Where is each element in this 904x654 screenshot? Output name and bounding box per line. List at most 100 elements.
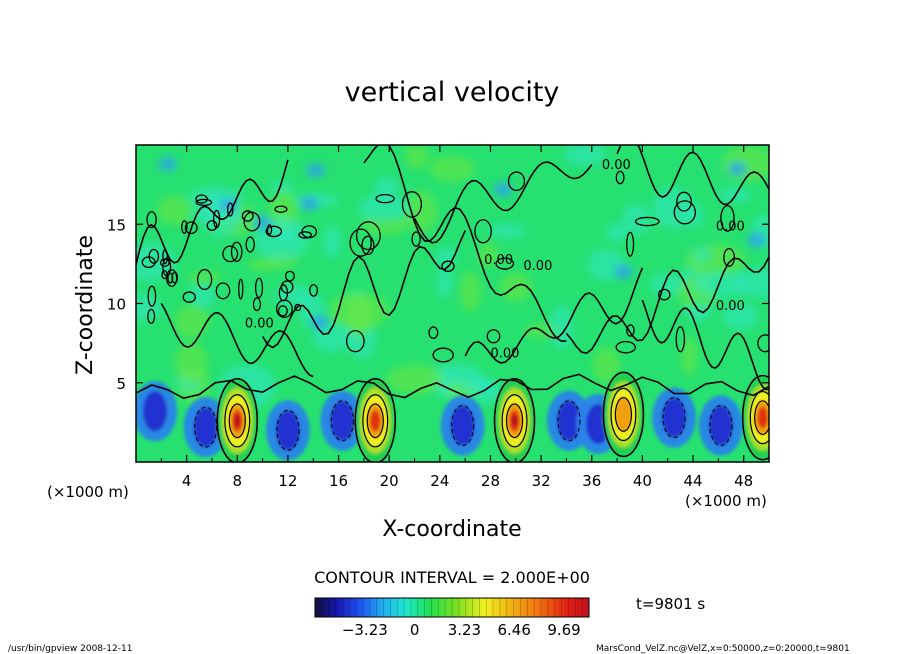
small-contour [182, 291, 196, 303]
small-contour [195, 198, 213, 207]
downdraft-core [330, 400, 355, 441]
zero-contour [616, 145, 769, 206]
downdraft-cell [747, 233, 766, 248]
updraft-band [511, 414, 518, 427]
small-contour [657, 288, 671, 301]
field-patch [488, 223, 527, 239]
time-label: t=9801 s [636, 595, 705, 613]
field-patch [649, 274, 685, 295]
updraft-contour [610, 387, 637, 442]
y-tick-label: 5 [116, 375, 126, 393]
field-patch [385, 364, 445, 395]
updraft-band [234, 414, 241, 427]
small-contour [361, 235, 375, 256]
updraft-contour [224, 394, 251, 448]
zero-contour [160, 303, 314, 378]
small-contour [197, 268, 213, 290]
x-tick-label: 12 [278, 472, 297, 490]
updraft-band [370, 409, 381, 432]
zero-contour [363, 145, 567, 342]
field-patch [187, 271, 223, 284]
footer-left: /usr/bin/gpview 2008-12-11 [8, 644, 132, 654]
small-contour [507, 171, 526, 192]
zero-contour [565, 256, 769, 354]
small-contour [245, 236, 255, 253]
small-contour [274, 205, 288, 213]
field-patch [722, 145, 769, 182]
field-patch [722, 302, 759, 331]
updraft-band [615, 396, 632, 433]
chart-title: vertical velocity [345, 77, 560, 108]
small-contour [184, 221, 198, 235]
negative-contour [709, 404, 733, 447]
small-contour [181, 220, 188, 234]
updraft-band [757, 406, 768, 429]
small-contour [146, 211, 157, 229]
field-patch [605, 223, 628, 243]
small-contour [441, 260, 455, 272]
updraft-contour [749, 390, 769, 445]
small-contour [309, 283, 319, 297]
downdraft-cell [728, 161, 747, 176]
small-contour [215, 282, 231, 300]
contour-label: 0.00 [602, 158, 631, 173]
updraft-contour [741, 374, 769, 461]
field-patch [563, 145, 607, 167]
small-contour [148, 248, 160, 264]
small-contour [375, 193, 395, 204]
downdraft-core [708, 405, 733, 446]
downdraft-core [142, 391, 167, 432]
updraft-contour [493, 378, 536, 462]
x-tick-label: 28 [481, 472, 500, 490]
updraft-contour [216, 378, 259, 462]
zero-contour [136, 159, 289, 265]
field-patch [622, 203, 651, 235]
contour-label: 0.00 [716, 220, 745, 235]
small-contour [294, 303, 302, 312]
x-tick-label: 16 [329, 472, 348, 490]
colorbar-frame [314, 597, 590, 618]
zero-contour [464, 267, 644, 364]
small-contour [486, 329, 501, 344]
x-tick-label: 44 [683, 472, 702, 490]
small-contour [284, 270, 295, 282]
field-patch [681, 336, 698, 376]
small-contour [254, 277, 264, 299]
field-patch [477, 242, 499, 268]
downdraft-core [556, 400, 581, 441]
field-patch [405, 145, 430, 169]
negative-contour [276, 409, 300, 451]
x-tick-label: 4 [182, 472, 192, 490]
small-contour [615, 170, 625, 185]
colorbar [315, 598, 589, 617]
negative-contour [194, 406, 218, 448]
downdraft-cell [494, 182, 513, 197]
field-patch [329, 291, 389, 330]
small-contour [298, 231, 313, 239]
small-contour [241, 210, 254, 222]
small-contour [411, 231, 421, 247]
small-contour [212, 209, 221, 229]
updraft-contour [505, 403, 524, 439]
negative-contour [662, 397, 686, 439]
downdraft-cell [306, 163, 325, 178]
x-tick-label: 20 [380, 472, 399, 490]
field-patch [428, 155, 475, 183]
colorbar-tick-label: 6.46 [498, 621, 531, 639]
downdraft-cell [614, 264, 633, 279]
x-unit-left: (×1000 m) [47, 483, 129, 501]
small-contour [147, 285, 157, 307]
contour-label: 0.00 [523, 259, 552, 274]
plot-area [136, 145, 769, 462]
downdraft-core [450, 405, 475, 446]
small-contour [634, 216, 660, 227]
field-patch [592, 346, 621, 384]
contour-label: 0.00 [490, 346, 519, 361]
small-contour [166, 269, 178, 288]
field-patch [685, 244, 745, 277]
small-contour [723, 247, 735, 267]
contour-label: 0.00 [245, 316, 274, 331]
x-tick-label: 24 [430, 472, 449, 490]
negative-contour [557, 400, 581, 442]
small-contour [230, 241, 243, 263]
